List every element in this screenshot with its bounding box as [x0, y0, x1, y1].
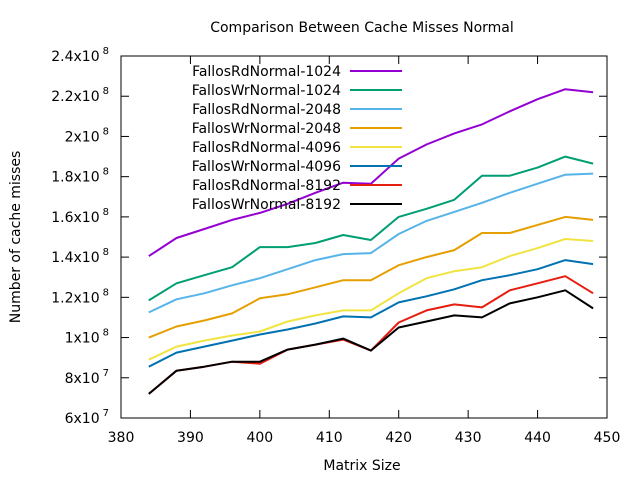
- y-axis: 6x10 7 8x10 7 1x10 8 1.2x10 8 1.4x10 8 1.6x10 8 1.8x…: [51, 46, 607, 427]
- x-tick-label: 380: [108, 430, 135, 446]
- y-tick-label: 2.2x10 8: [51, 86, 109, 105]
- series-lines: [148, 88, 594, 395]
- y-tick-label: 1.6x10 8: [51, 207, 109, 226]
- x-tick-label: 420: [385, 430, 412, 446]
- y-tick-label: 1.8x10 8: [51, 167, 109, 186]
- y-tick-label: 8x10 7: [65, 368, 109, 387]
- y-tick-label: 1.2x10 8: [51, 287, 109, 306]
- legend-label: FallosRdNormal-4096: [192, 140, 341, 156]
- y-tick-label: 1.4x10 8: [51, 247, 109, 266]
- x-tick-label: 410: [316, 430, 343, 446]
- series-line-fallosrdnormal-2048: [148, 172, 594, 314]
- x-tick-label: 400: [246, 430, 273, 446]
- series-line-falloswrnormal-4096: [148, 259, 594, 368]
- series-line-fallosrdnormal-4096: [148, 238, 594, 361]
- legend: FallosRdNormal-1024 FallosWrNormal-1024 Fa…: [192, 64, 402, 213]
- x-axis-label: Matrix Size: [323, 458, 400, 474]
- legend-label: FallosWrNormal-4096: [192, 159, 341, 175]
- legend-label: FallosWrNormal-1024: [192, 83, 341, 99]
- legend-label: FallosRdNormal-8192: [192, 178, 341, 194]
- series-line-falloswrnormal-2048: [148, 215, 594, 339]
- x-tick-label: 440: [524, 430, 551, 446]
- y-tick-label: 1x10 8: [65, 328, 109, 347]
- y-tick-label: 2x10 8: [65, 126, 109, 145]
- y-tick-label: 2.4x10 8: [51, 46, 109, 65]
- y-tick-label: 6x10 7: [65, 408, 109, 427]
- x-tick-label: 450: [594, 430, 621, 446]
- legend-label: FallosRdNormal-1024: [192, 64, 341, 80]
- plot-border: [120, 55, 608, 419]
- legend-label: FallosWrNormal-8192: [192, 197, 341, 213]
- legend-label: FallosRdNormal-2048: [192, 102, 341, 118]
- chart-title: Comparison Between Cache Misses Normal: [210, 20, 514, 36]
- x-tick-label: 430: [455, 430, 482, 446]
- series-line-fallosrdnormal-1024: [148, 88, 594, 257]
- x-axis: 380 390 400 410 420 430 440 450: [108, 56, 621, 446]
- y-axis-label: Number of cache misses: [8, 151, 24, 324]
- series-line-falloswrnormal-1024: [148, 155, 594, 302]
- x-tick-label: 390: [177, 430, 204, 446]
- series-line-falloswrnormal-8192: [148, 289, 594, 395]
- legend-label: FallosWrNormal-2048: [192, 121, 341, 137]
- series-line-fallosrdnormal-8192: [148, 275, 594, 395]
- plot-area: 6x10 7 8x10 7 1x10 8 1.2x10 8 1.4x10 8 1.6x10 8 1.8x…: [51, 46, 620, 446]
